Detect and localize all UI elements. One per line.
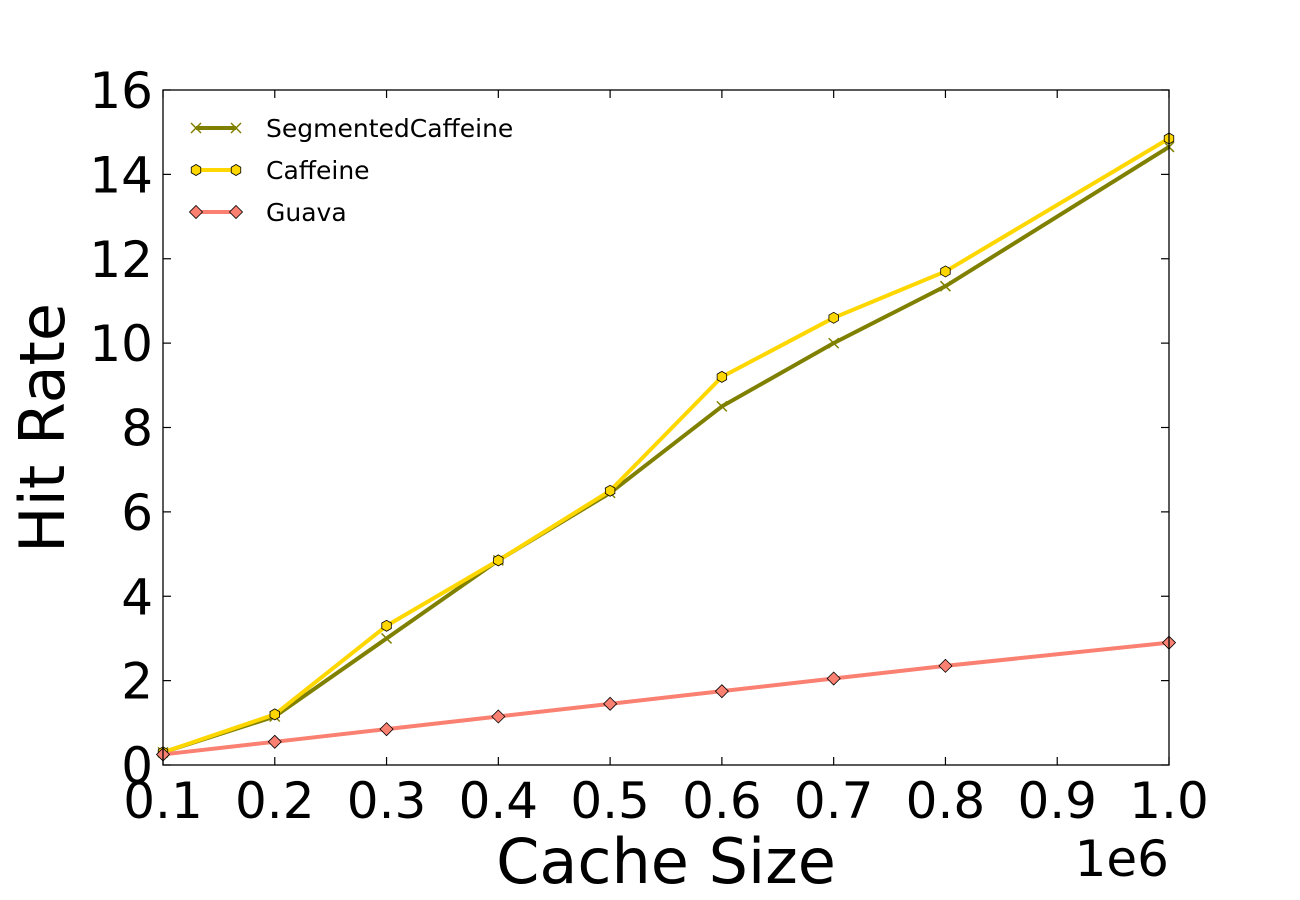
x-axis-offset-label: 1e6 <box>1075 830 1169 888</box>
y-tick-label: 6 <box>121 484 153 542</box>
x-tick-label: 0.9 <box>1017 772 1097 830</box>
legend-marker-guava <box>188 204 204 220</box>
legend-label-caffeine: Caffeine <box>266 156 370 185</box>
x-tick-label: 0.4 <box>459 772 539 830</box>
y-tick-label: 16 <box>89 62 153 120</box>
legend-marker-caffeine <box>190 164 202 176</box>
data-point-guava <box>267 734 282 749</box>
legend-label-guava: Guava <box>266 198 347 227</box>
data-point-segmentedcaffeine <box>716 400 728 412</box>
data-point-caffeine <box>940 265 951 278</box>
data-point-caffeine <box>269 708 280 721</box>
x-tick-label: 0.3 <box>347 772 427 830</box>
plot-area <box>163 90 1169 765</box>
data-point-caffeine <box>828 311 839 324</box>
x-tick-label: 0.2 <box>235 772 315 830</box>
y-axis-label: Hit Rate <box>6 303 79 553</box>
y-tick-label: 8 <box>121 400 153 458</box>
y-tick-label: 14 <box>89 146 153 204</box>
legend-marker-caffeine <box>230 164 242 176</box>
x-tick-label: 0.8 <box>906 772 986 830</box>
data-point-caffeine <box>493 554 504 567</box>
data-point-caffeine <box>604 484 616 497</box>
y-tick-label: 0 <box>121 737 153 795</box>
legend-entry-segmentedcaffeine: SegmentedCaffeine <box>190 114 513 143</box>
data-point-guava <box>379 722 394 737</box>
data-point-segmentedcaffeine <box>381 632 393 644</box>
data-point-segmentedcaffeine <box>939 280 951 292</box>
y-tick-label: 4 <box>121 568 153 626</box>
legend: SegmentedCaffeine Caffeine Guava <box>188 114 513 227</box>
plot-frame <box>162 89 1170 766</box>
legend-entry-guava: Guava <box>188 198 347 227</box>
legend-label-segmentedcaffeine: SegmentedCaffeine <box>266 114 513 143</box>
series-caffeine <box>157 132 1175 759</box>
axis-tick-labels: 0.1 0.2 0.3 0.4 0.5 0.6 0.7 0.8 0.9 1.0 0 2 4 6 8 10 12 1… <box>89 62 1208 830</box>
data-point-guava <box>826 671 841 686</box>
data-point-guava <box>491 709 506 724</box>
y-tick-label: 12 <box>89 231 153 289</box>
legend-entry-caffeine: Caffeine <box>190 156 370 185</box>
series-layer <box>155 132 1177 762</box>
x-tick-label: 1.0 <box>1129 772 1209 830</box>
legend-marker-segmentedcaffeine <box>190 122 202 134</box>
x-axis-label: Cache Size <box>496 825 836 898</box>
y-tick-label: 2 <box>121 653 153 711</box>
x-tick-label: 0.7 <box>794 772 874 830</box>
data-point-segmentedcaffeine <box>828 337 840 349</box>
data-point-guava <box>714 684 729 699</box>
data-point-caffeine <box>381 619 392 632</box>
data-point-guava <box>938 658 953 673</box>
legend-marker-segmentedcaffeine <box>230 122 242 134</box>
y-tick-label: 10 <box>89 315 153 373</box>
legend-marker-guava <box>228 204 244 220</box>
x-tick-label: 0.1 <box>123 772 203 830</box>
x-tick-label: 0.5 <box>570 772 650 830</box>
data-point-guava <box>603 696 618 711</box>
data-point-caffeine <box>716 370 728 383</box>
x-tick-label: 0.6 <box>682 772 762 830</box>
